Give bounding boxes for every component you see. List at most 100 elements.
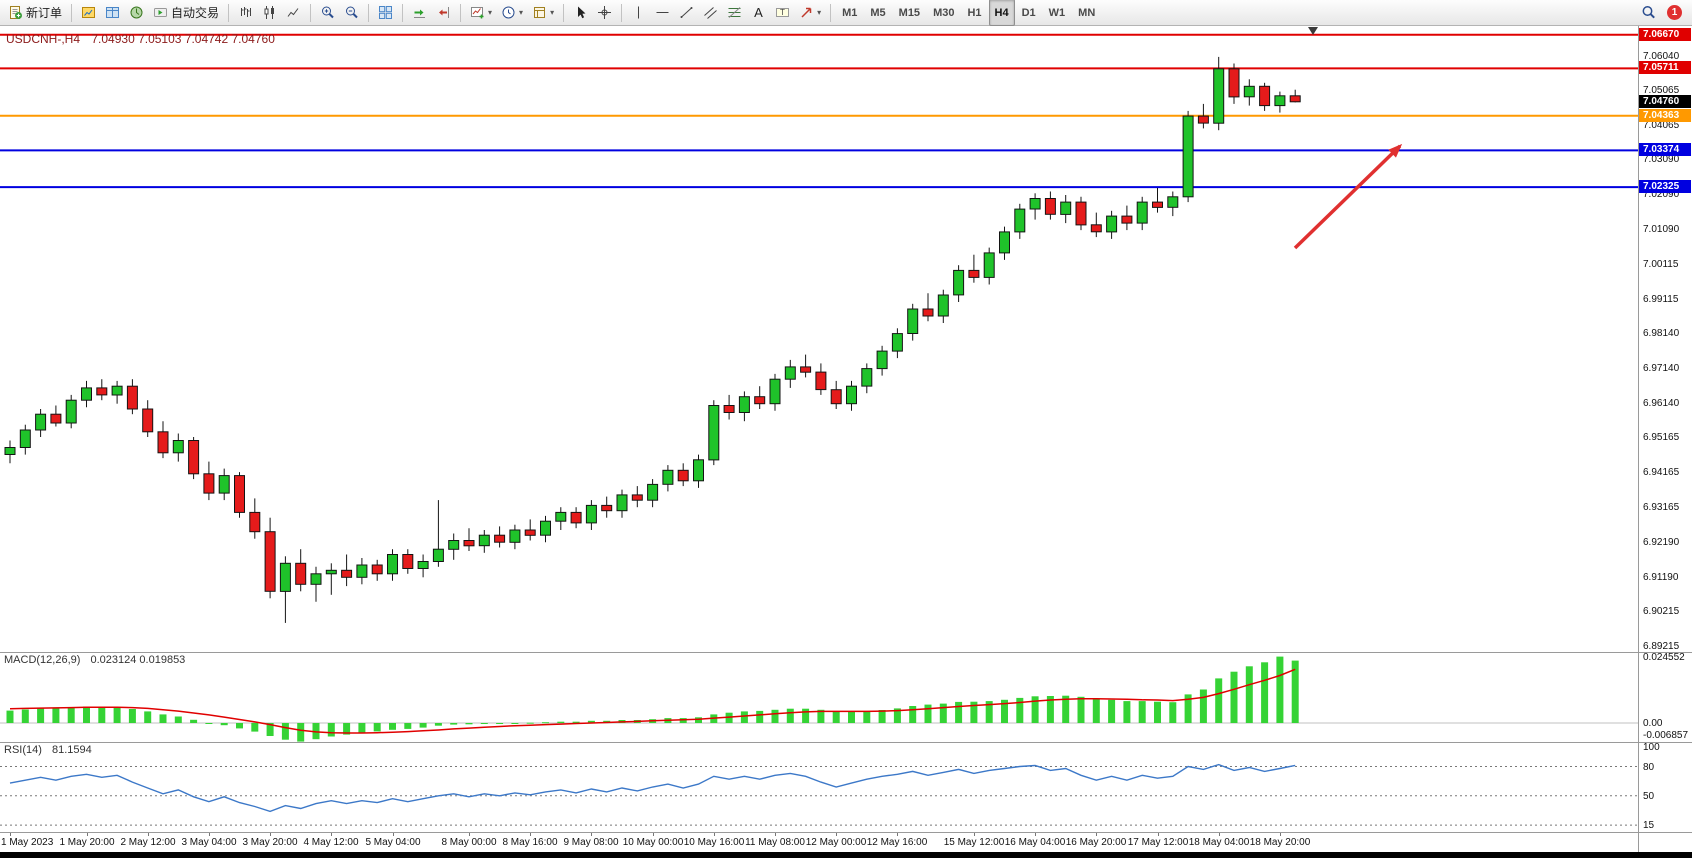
auto-scroll-icon [414,9,426,18]
equidistant-channel-button[interactable] [699,0,722,25]
navigator-button[interactable] [125,0,148,25]
horizontal-line-button[interactable] [651,0,674,25]
search-button[interactable] [1637,0,1660,25]
fibonacci-retracement-button[interactable] [723,0,746,25]
time-label: 8 May 00:00 [441,837,497,848]
time-tick [1280,832,1281,836]
timeframe-h4-button[interactable]: H4 [988,0,1015,26]
macd-svg [0,656,1638,742]
price-axis[interactable]: 7.06040 7.05065 7.04065 7.03090 7.02090 7.010… [1639,26,1692,852]
time-tick [148,832,149,836]
template-icon [534,7,546,18]
price-tick-label: 6.96140 [1643,398,1680,409]
timeframe-mn-button[interactable]: MN [1078,6,1096,19]
zoom-in-icon [322,6,334,19]
bar-chart-button[interactable] [234,0,257,25]
toolbar-separator [830,3,832,22]
hline-objects[interactable] [0,33,1638,189]
tile-windows-button[interactable] [374,0,397,25]
time-label: 16 May 20:00 [1065,837,1127,848]
new-chart-icon [471,7,484,19]
price-tick-label: 6.91190 [1643,572,1679,583]
macd-signal-line [9,668,1296,734]
cursor-button[interactable] [569,0,592,25]
time-tick [10,832,11,836]
price-tick-label: 7.00115 [1643,259,1679,270]
price-tick-label: 7.03090 [1643,154,1680,165]
horizontal-line-icon [656,12,669,13]
zoom-out-button[interactable] [340,0,363,25]
price-tick-label: 7.01090 [1643,224,1680,235]
time-tick [87,832,88,836]
time-label: 8 May 16:00 [502,837,558,848]
trendline-button[interactable] [675,0,698,25]
zoom-in-button[interactable] [316,0,339,25]
price-line-badge: 7.02325 [1639,180,1691,193]
crosshair-button[interactable] [593,0,616,25]
price-tick-label: 6.90215 [1643,606,1680,617]
current-price-badge: 7.04760 [1639,95,1691,108]
time-label: 9 May 08:00 [563,837,619,848]
macd-panel[interactable]: MACD(12,26,9) 0.023124 0.019853 [0,652,1638,742]
bottom-bar [0,852,1692,858]
rsi-title: RSI(14) [4,744,42,756]
trend-arrow-annotation[interactable] [1293,140,1406,250]
line-chart-button[interactable] [282,0,305,25]
macd-values: 0.023124 0.019853 [90,654,186,666]
bar-chart-icon [241,7,252,17]
main-chart-svg [0,27,1638,623]
time-label: 2 May 12:00 [120,837,176,848]
price-line-badge: 7.06670 [1639,28,1691,41]
vertical-line-icon [638,6,640,19]
time-label: 16 May 04:00 [1004,837,1066,848]
panel-divider[interactable] [0,652,1692,653]
period-button[interactable]: ▾ [497,0,527,25]
rsi-value: 81.1594 [51,744,92,756]
time-tick [1219,832,1220,836]
text-label-button[interactable]: T [771,0,794,25]
time-label: 12 May 16:00 [866,837,928,848]
timeframe-m15-button[interactable]: M15 [898,6,921,19]
new-order-button[interactable]: 新订单 [4,0,66,25]
price-tick-label: 6.99115 [1643,294,1679,305]
candlestick-chart-button[interactable] [258,0,281,25]
chevron-down-icon: ▾ [488,7,493,17]
chart-title: USDCNH-,H4 7.04930 7.05103 7.04742 7.047… [6,32,275,46]
text-button[interactable]: A [747,0,770,25]
time-tick [393,832,394,836]
market-watch-button[interactable] [77,0,100,25]
vertical-line-button[interactable] [627,0,650,25]
new-chart-button[interactable]: ▾ [466,0,496,25]
price-tick-label: 7.05065 [1643,85,1680,96]
timeframe-w1-button[interactable]: W1 [1048,6,1066,19]
timeframe-m30-button[interactable]: M30 [933,6,955,19]
main-chart-panel[interactable]: USDCNH-,H4 7.04930 7.05103 7.04742 7.047… [0,26,1638,652]
timeframe-d1-button[interactable]: D1 [1021,6,1036,19]
rsi-panel[interactable]: RSI(14) 81.1594 [0,742,1638,832]
rsi-svg [0,763,1638,826]
axis-divider [1638,26,1639,852]
autotrading-button[interactable]: 自动交易 [149,0,223,25]
panel-divider [0,832,1692,833]
price-tick-label: 7.06040 [1643,51,1680,62]
data-window-button[interactable] [101,0,124,25]
auto-scroll-button[interactable] [408,0,431,25]
timeframe-m1-button[interactable]: M1 [842,6,858,19]
time-tick [469,832,470,836]
time-label: 11 May 08:00 [745,837,805,848]
arrows-icon [801,7,812,18]
templates-button[interactable]: ▾ [528,0,558,25]
time-label: 10 May 16:00 [683,837,745,848]
chart-shift-marker[interactable] [1308,27,1318,35]
time-axis[interactable]: 1 May 2023 1 May 20:00 2 May 12:00 3 May 04… [0,832,1638,852]
macd-histogram [6,656,1299,742]
timeframe-h1-button[interactable]: H1 [967,6,982,19]
text-label-icon: T [776,8,790,17]
panel-divider[interactable] [0,742,1692,743]
notifications-badge[interactable]: 1 [1667,5,1682,20]
arrows-button[interactable]: ▾ [795,0,825,25]
time-label: 10 May 00:00 [622,837,684,848]
timeframe-m5-button[interactable]: M5 [870,6,886,19]
svg-text:A: A [754,5,763,20]
chart-shift-button[interactable] [432,0,455,25]
